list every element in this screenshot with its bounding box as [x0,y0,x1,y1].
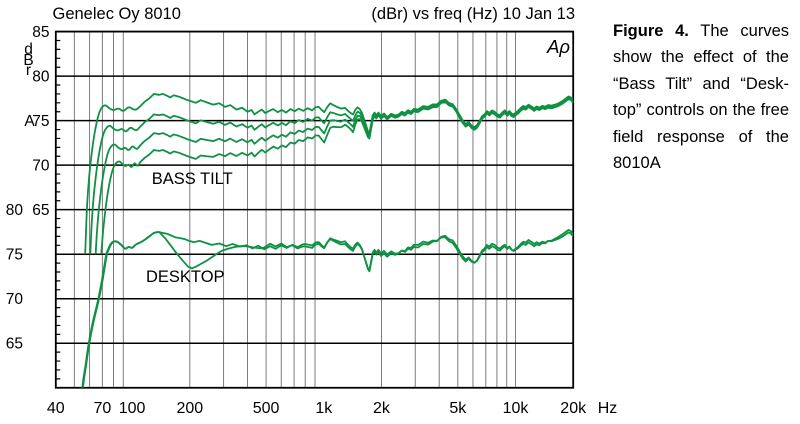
svg-text:85: 85 [32,24,49,41]
svg-text:2k: 2k [373,400,391,417]
svg-text:A: A [24,113,35,130]
svg-text:200: 200 [176,400,203,417]
svg-text:DESKTOP: DESKTOP [146,268,225,286]
svg-text:B: B [23,52,33,69]
svg-text:10k: 10k [503,400,530,417]
svg-text:r: r [26,62,31,79]
svg-text:Genelec Oy 8010: Genelec Oy 8010 [53,5,181,23]
svg-text:500: 500 [253,400,280,417]
svg-text:Hz: Hz [598,400,618,417]
svg-text:40: 40 [47,400,65,417]
svg-text:80: 80 [32,69,50,86]
svg-text:70: 70 [32,158,50,175]
svg-text:65: 65 [6,336,23,353]
svg-text:80: 80 [6,202,24,219]
svg-text:5k: 5k [449,400,467,417]
svg-text:1k: 1k [315,400,333,417]
svg-text:70: 70 [6,291,24,308]
svg-text:100: 100 [119,400,146,417]
svg-text:20k: 20k [560,400,587,417]
svg-text:75: 75 [32,113,49,130]
svg-text:65: 65 [32,202,49,219]
svg-text:d: d [24,41,33,58]
svg-text:Aρ: Aρ [546,36,570,57]
svg-text:(dBr) vs freq (Hz) 10 Jan 13: (dBr) vs freq (Hz) 10 Jan 13 [371,5,575,23]
svg-text:70: 70 [93,400,111,417]
svg-text:BASS TILT: BASS TILT [152,170,233,188]
svg-text:75: 75 [6,247,23,264]
